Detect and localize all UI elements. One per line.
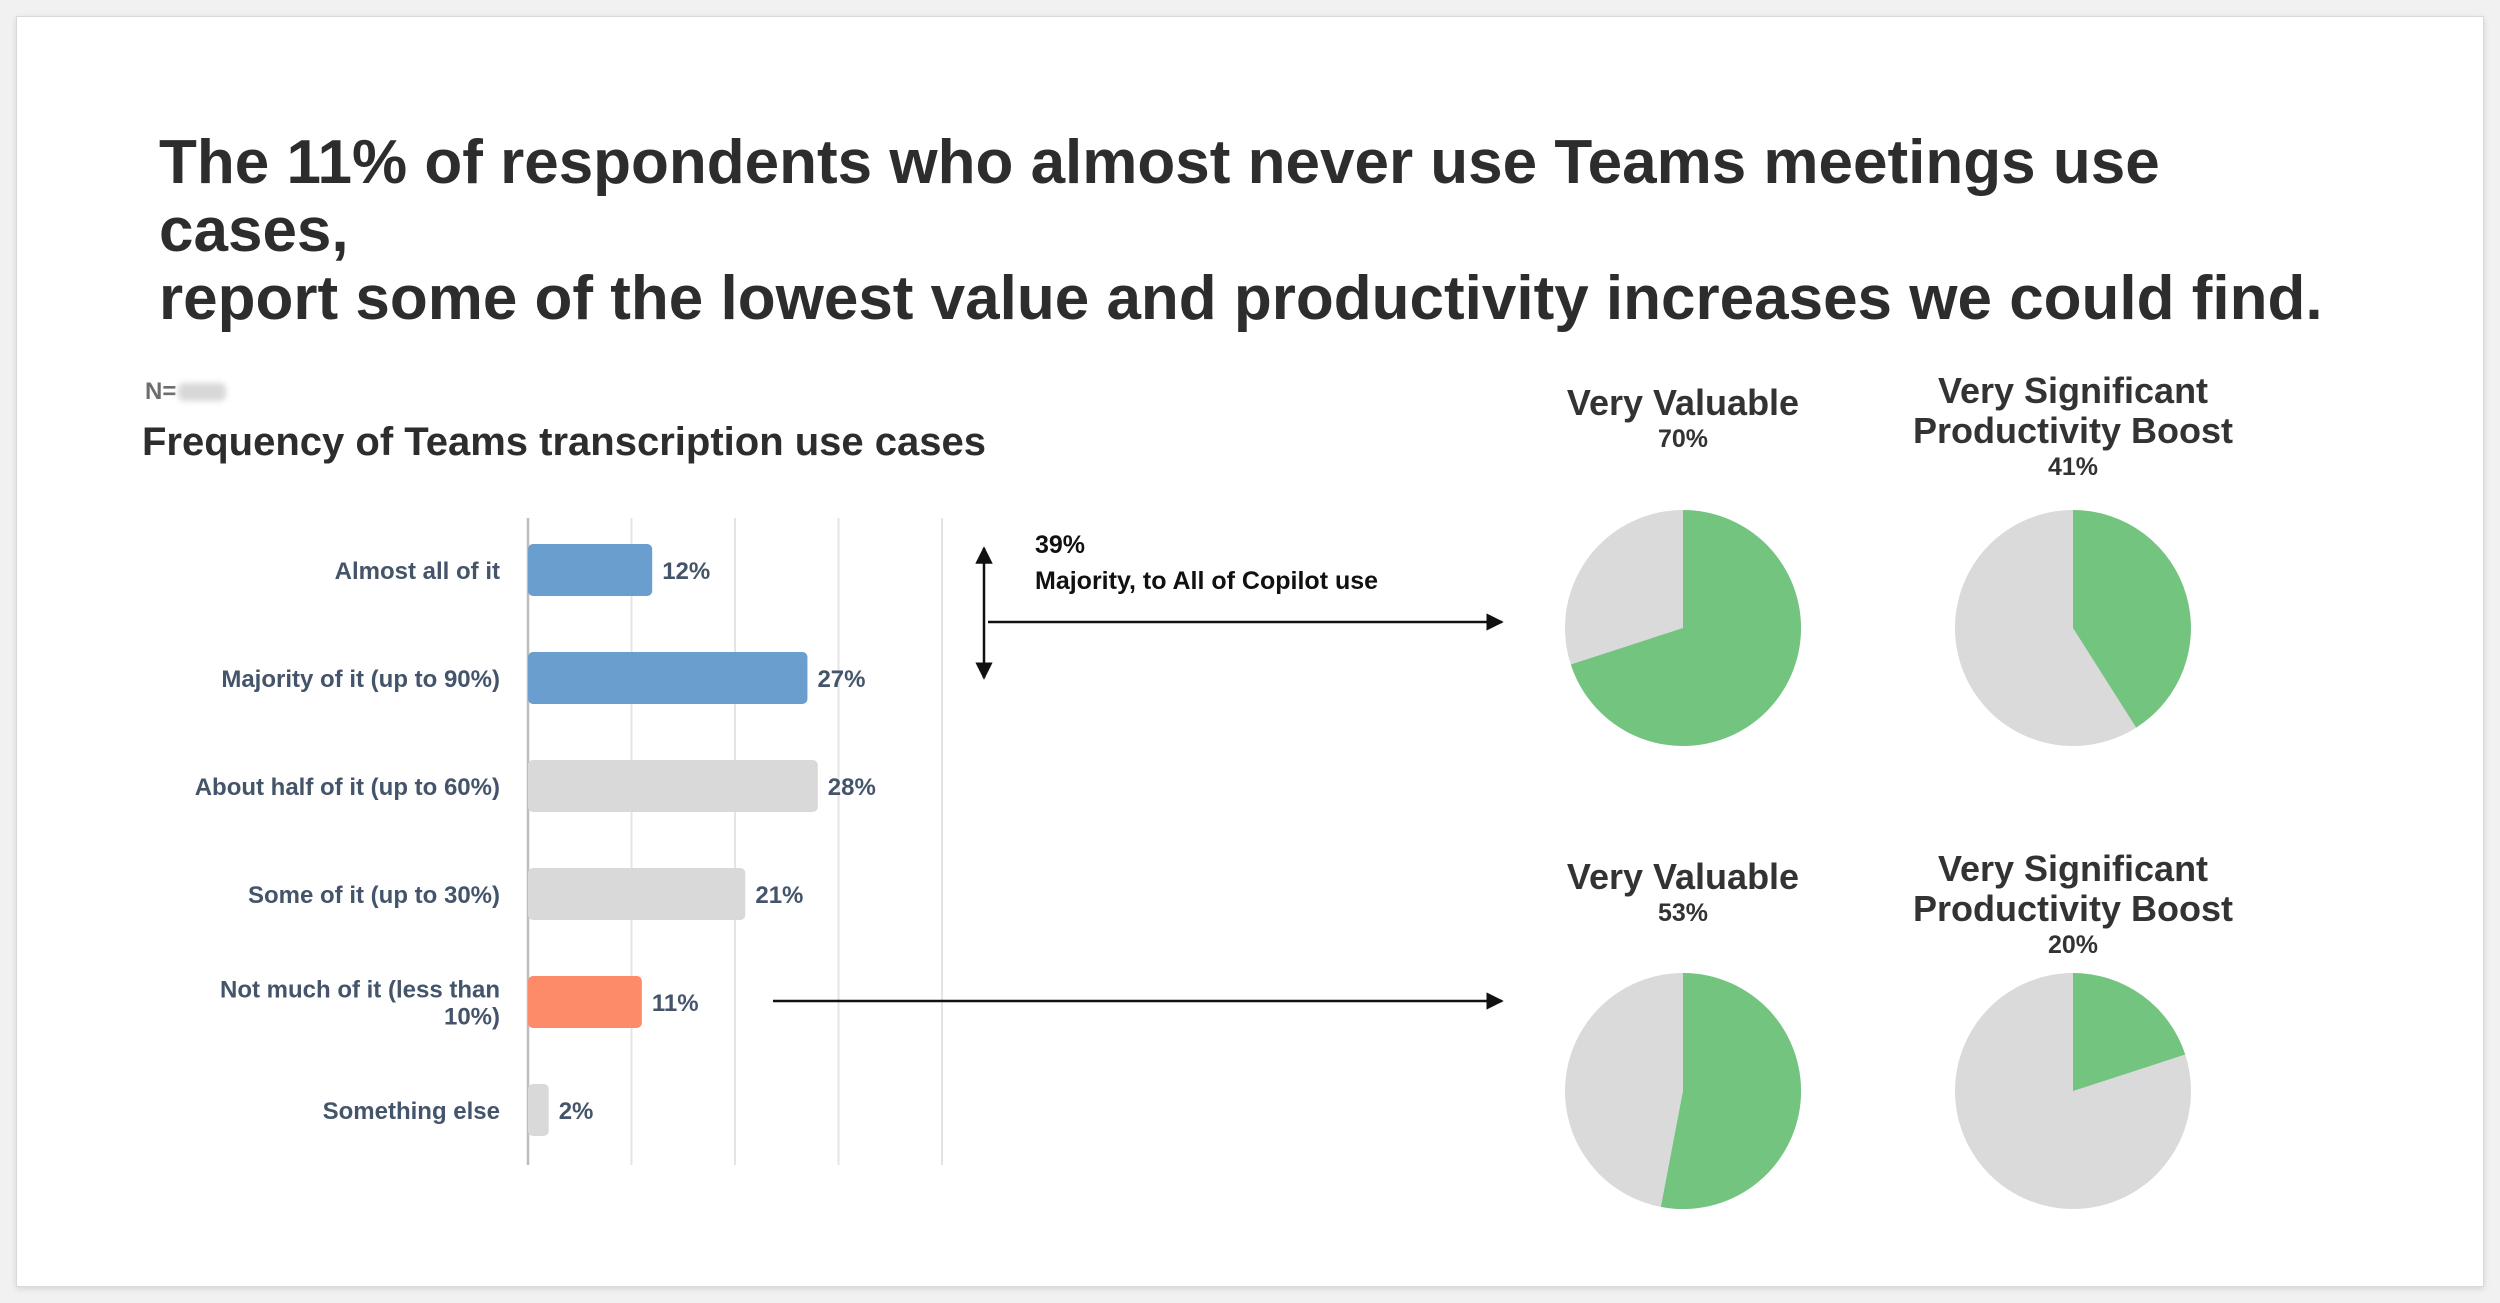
sample-size-label: N= bbox=[145, 378, 227, 406]
pie-bottom-productivity-boost-title-line-2: Productivity Boost bbox=[1913, 888, 2233, 929]
pie-top-productivity-boost-slice bbox=[2073, 510, 2191, 728]
pie-top-very-valuable-title: Very Valuable bbox=[1567, 382, 1799, 423]
category-label-1: Almost all of it bbox=[335, 558, 500, 585]
bar-4 bbox=[528, 868, 746, 920]
pie-bottom-very-valuable-slice bbox=[1660, 973, 1802, 1209]
headline: The 11% of respondents who almost never … bbox=[159, 129, 2359, 333]
bar-value-label-4: 21% bbox=[755, 882, 803, 909]
annotation-text: Majority, to All of Copilot use bbox=[1035, 567, 1378, 595]
sample-size-prefix: N= bbox=[145, 378, 177, 405]
bar-value-label-6: 2% bbox=[559, 1098, 594, 1125]
category-label-3: About half of it (up to 60%) bbox=[195, 774, 500, 801]
bar-5 bbox=[528, 976, 642, 1028]
headline-line-2: report some of the lowest value and prod… bbox=[159, 264, 2323, 333]
pie-top-productivity-boost-title-line-2: Productivity Boost bbox=[1913, 410, 2233, 451]
category-label-4: Some of it (up to 30%) bbox=[248, 882, 500, 909]
category-label-2: Majority of it (up to 90%) bbox=[221, 666, 500, 693]
bar-value-label-3: 28% bbox=[828, 774, 876, 801]
bar-value-label-1: 12% bbox=[662, 558, 710, 585]
pie-top-productivity-boost-percent: 41% bbox=[2048, 453, 2098, 481]
category-label-5-line-2: 10%) bbox=[444, 1004, 500, 1031]
pie-bottom-very-valuable-percent: 53% bbox=[1658, 899, 1708, 927]
pie-top-very-valuable-percent: 70% bbox=[1658, 425, 1708, 453]
bar-2 bbox=[528, 652, 808, 704]
bar-1 bbox=[528, 544, 653, 596]
bar-6 bbox=[528, 1084, 549, 1136]
pie-bottom-productivity-boost-title-line-1: Very Significant bbox=[1938, 848, 2208, 889]
pie-bottom-very-valuable-title: Very Valuable bbox=[1567, 856, 1799, 897]
bar-3 bbox=[528, 760, 818, 812]
headline-line-1: The 11% of respondents who almost never … bbox=[159, 128, 2160, 265]
pie-top-very-valuable-slice bbox=[1570, 510, 1802, 746]
sample-size-redacted bbox=[178, 383, 227, 401]
bar-chart-title: Frequency of Teams transcription use cas… bbox=[142, 420, 987, 464]
bar-value-label-2: 27% bbox=[817, 666, 865, 693]
pie-bottom-productivity-boost-percent: 20% bbox=[2048, 931, 2098, 959]
bar-value-label-5: 11% bbox=[652, 990, 699, 1017]
category-label-5-line-1: Not much of it (less than bbox=[220, 977, 500, 1004]
category-label-6: Something else bbox=[323, 1098, 500, 1125]
annotation-value: 39% bbox=[1035, 531, 1085, 559]
pie-bottom-productivity-boost-slice bbox=[2073, 973, 2186, 1091]
pie-top-productivity-boost-title-line-1: Very Significant bbox=[1938, 370, 2208, 411]
